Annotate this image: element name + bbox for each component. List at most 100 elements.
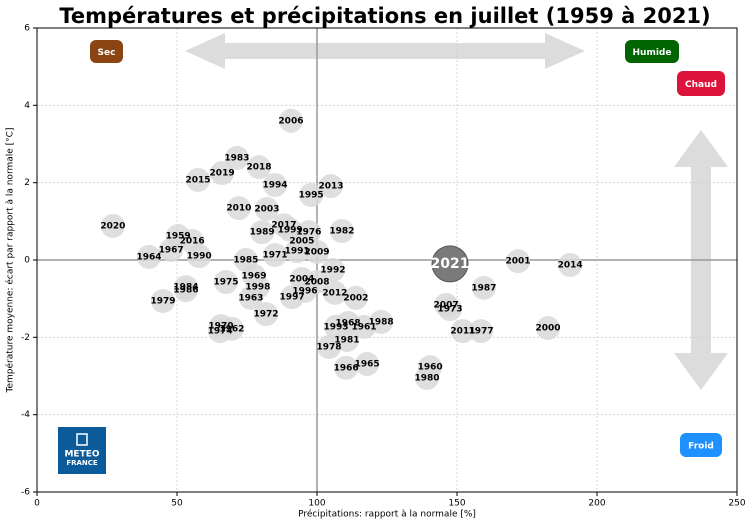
point-label: 1971 [262,250,287,260]
point-label: 1989 [250,228,275,238]
point-label: 1980 [415,373,440,383]
point [254,196,279,221]
point-label: 2008 [304,278,329,288]
logo-box [58,427,106,474]
logo-text: METEO [64,450,99,460]
annotation-label: Sec [98,48,116,58]
point-label: 1993 [324,322,349,332]
point [100,213,125,238]
point [238,285,263,310]
point-label: 1984 [173,283,198,293]
point [187,244,212,269]
point-label: 1963 [238,293,263,303]
point-label: 2015 [185,175,210,185]
point-label: 1972 [254,310,279,320]
point-label: 1966 [334,363,359,373]
point-label: 2013 [318,182,343,192]
point-label: 2003 [254,204,279,214]
point-label: 1969 [241,271,266,281]
point-label: 2001 [506,257,531,267]
x-tick-label: 200 [588,499,605,509]
point-label: 1976 [296,228,321,238]
point-label: 2006 [278,116,303,126]
point [536,316,560,341]
x-tick-label: 0 [34,499,40,509]
point-label: 2016 [180,237,205,247]
point [210,161,235,185]
point [159,237,184,262]
point-label: 2014 [558,261,583,271]
annotation-label: Chaud [685,80,717,90]
x-tick-label: 250 [728,499,745,509]
point [329,219,354,243]
point [250,220,275,245]
point-label: 1968 [336,319,361,329]
annotation-box [625,40,679,63]
point [355,352,380,377]
point-label: 1960 [418,363,443,373]
point-label: 1992 [320,266,345,276]
point-label: 1981 [334,336,359,346]
point-label: 1994 [262,180,287,190]
point [278,108,303,133]
point [343,285,368,310]
chart-title: Températures et précipitations en juille… [59,4,710,28]
y-tick-label: -2 [21,333,30,343]
y-tick-label: -4 [21,410,30,420]
point-label: 1977 [469,327,494,337]
annotation-box [680,433,722,457]
point-label: 2007 [434,300,459,310]
point [438,297,462,322]
point-label: 1995 [299,191,324,201]
point [263,172,287,197]
point [151,288,175,313]
x-axis-label: Précipitations: rapport à la normale [%] [298,509,476,520]
point [186,167,210,192]
point-label: 1974 [208,327,233,337]
y-tick-label: 0 [24,256,30,266]
point [208,319,233,344]
point-label: 2004 [289,274,314,284]
point-label: 1979 [150,296,175,306]
point [334,355,359,380]
point [173,278,198,303]
x-tick-label: 100 [308,499,325,509]
point [319,174,343,199]
point-label: 2019 [210,169,235,179]
point [280,285,305,310]
point [322,280,347,305]
point [247,155,272,180]
point [224,145,249,170]
point-label: 1961 [352,322,377,332]
y-tick-label: -6 [21,488,30,498]
annotation-label: Humide [633,48,672,58]
point-label: 2011 [450,327,475,337]
point [226,196,251,221]
point-label: 1973 [437,305,462,315]
point-label: 2020 [100,221,125,231]
point-label: 1965 [355,360,380,370]
point-label: 1975 [213,278,238,288]
point-label: 1964 [136,252,161,262]
point-label: 1998 [245,283,270,293]
point [137,244,161,269]
y-tick-label: 6 [24,24,30,34]
point-label: 2017 [271,221,296,231]
point [254,302,279,327]
point [285,239,310,264]
highlight-label: 2021 [431,256,470,272]
point-label: 2000 [535,324,560,334]
point [471,275,496,300]
x-tick-label: 50 [171,499,183,509]
arrow-horizontal [185,33,585,69]
point-label: 2002 [343,293,368,303]
point [317,335,342,359]
point [558,253,583,278]
point [352,314,377,339]
point-label: 1987 [471,283,496,293]
annotation-label: Froid [688,442,714,452]
point-label: 2005 [289,237,314,247]
point [469,319,494,344]
point [299,183,324,208]
point-label: 1982 [329,227,354,237]
